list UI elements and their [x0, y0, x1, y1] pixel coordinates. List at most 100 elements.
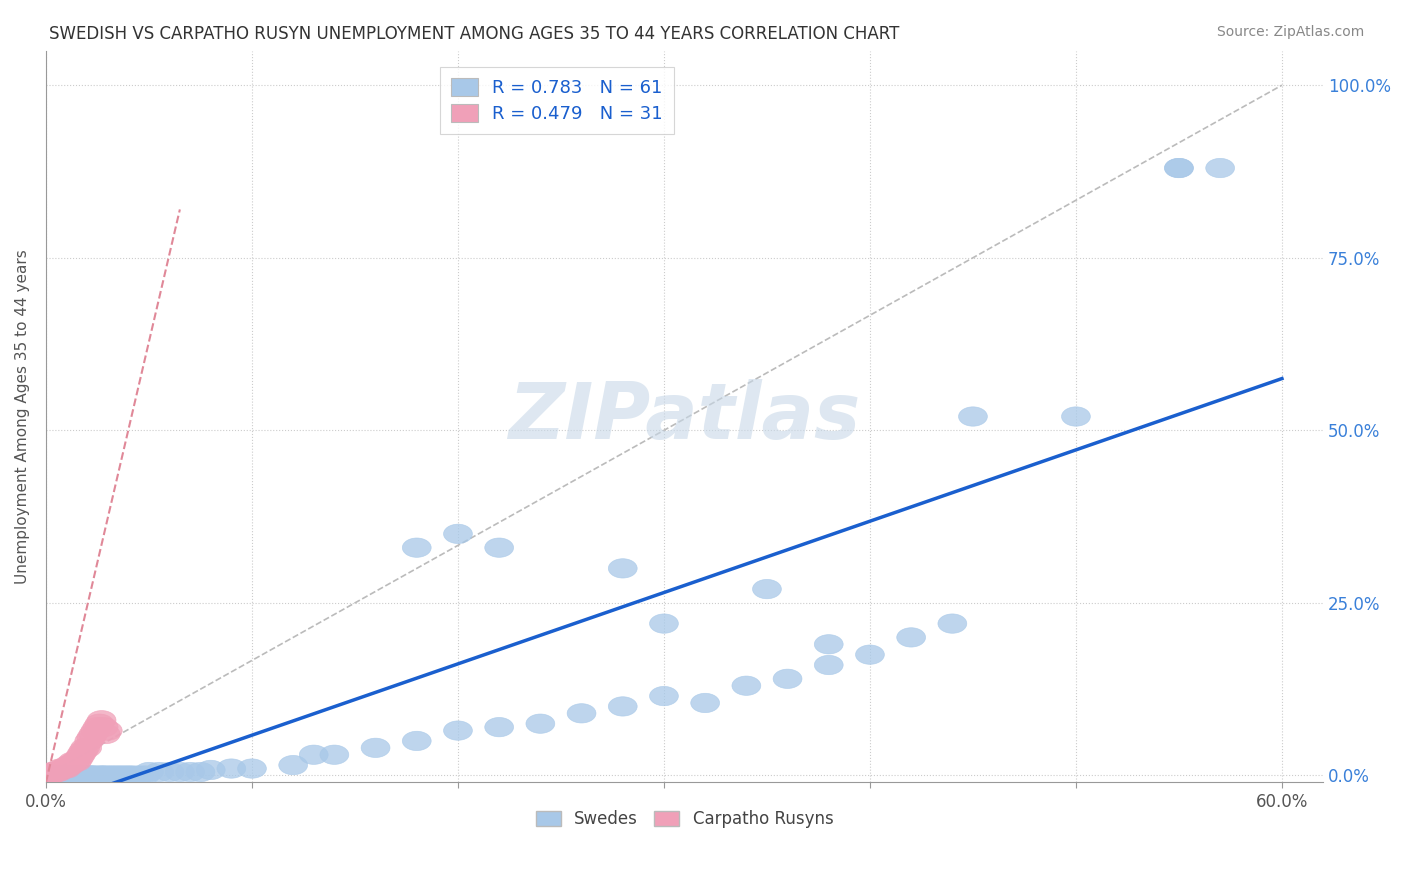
Ellipse shape	[75, 731, 104, 750]
Ellipse shape	[62, 752, 91, 772]
Ellipse shape	[402, 538, 432, 558]
Ellipse shape	[197, 760, 225, 780]
Ellipse shape	[959, 407, 987, 426]
Text: SWEDISH VS CARPATHO RUSYN UNEMPLOYMENT AMONG AGES 35 TO 44 YEARS CORRELATION CHA: SWEDISH VS CARPATHO RUSYN UNEMPLOYMENT A…	[49, 25, 900, 43]
Ellipse shape	[299, 745, 328, 764]
Ellipse shape	[87, 766, 117, 785]
Ellipse shape	[485, 538, 513, 558]
Ellipse shape	[79, 724, 108, 744]
Ellipse shape	[118, 766, 146, 785]
Ellipse shape	[609, 697, 637, 716]
Ellipse shape	[145, 763, 174, 781]
Ellipse shape	[62, 766, 91, 785]
Ellipse shape	[938, 614, 967, 633]
Ellipse shape	[82, 721, 110, 740]
Ellipse shape	[83, 766, 112, 785]
Ellipse shape	[114, 766, 143, 785]
Ellipse shape	[105, 766, 135, 785]
Ellipse shape	[66, 766, 96, 785]
Ellipse shape	[77, 728, 105, 747]
Ellipse shape	[89, 766, 118, 785]
Ellipse shape	[66, 745, 96, 764]
Ellipse shape	[1062, 407, 1091, 426]
Ellipse shape	[38, 763, 66, 781]
Ellipse shape	[650, 687, 678, 706]
Ellipse shape	[83, 717, 112, 737]
Ellipse shape	[321, 745, 349, 764]
Ellipse shape	[690, 693, 720, 713]
Ellipse shape	[238, 759, 266, 778]
Ellipse shape	[56, 766, 86, 785]
Ellipse shape	[217, 759, 246, 778]
Ellipse shape	[814, 656, 844, 674]
Ellipse shape	[110, 766, 139, 785]
Ellipse shape	[1206, 159, 1234, 178]
Ellipse shape	[93, 721, 122, 740]
Ellipse shape	[443, 524, 472, 543]
Ellipse shape	[97, 766, 127, 785]
Legend: Swedes, Carpatho Rusyns: Swedes, Carpatho Rusyns	[527, 802, 842, 836]
Ellipse shape	[51, 766, 79, 785]
Ellipse shape	[52, 766, 82, 785]
Ellipse shape	[93, 766, 122, 785]
Ellipse shape	[443, 721, 472, 740]
Ellipse shape	[70, 739, 100, 757]
Ellipse shape	[86, 714, 114, 733]
Ellipse shape	[609, 558, 637, 578]
Y-axis label: Unemployment Among Ages 35 to 44 years: Unemployment Among Ages 35 to 44 years	[15, 249, 30, 584]
Ellipse shape	[155, 763, 184, 781]
Ellipse shape	[34, 766, 62, 785]
Ellipse shape	[60, 766, 89, 785]
Ellipse shape	[567, 704, 596, 723]
Ellipse shape	[186, 763, 215, 781]
Ellipse shape	[101, 766, 131, 785]
Text: Source: ZipAtlas.com: Source: ZipAtlas.com	[1216, 25, 1364, 39]
Ellipse shape	[402, 731, 432, 750]
Ellipse shape	[31, 766, 60, 785]
Ellipse shape	[69, 741, 97, 761]
Ellipse shape	[42, 763, 70, 781]
Ellipse shape	[55, 756, 83, 775]
Ellipse shape	[73, 766, 101, 785]
Ellipse shape	[855, 645, 884, 665]
Ellipse shape	[1164, 159, 1194, 178]
Ellipse shape	[69, 766, 97, 785]
Ellipse shape	[135, 763, 163, 781]
Ellipse shape	[124, 766, 153, 785]
Ellipse shape	[48, 766, 77, 785]
Ellipse shape	[73, 739, 101, 757]
Ellipse shape	[361, 739, 389, 757]
Ellipse shape	[31, 766, 60, 785]
Ellipse shape	[485, 717, 513, 737]
Ellipse shape	[38, 766, 66, 785]
Ellipse shape	[1164, 159, 1194, 178]
Ellipse shape	[60, 752, 89, 772]
Ellipse shape	[39, 763, 69, 781]
Ellipse shape	[733, 676, 761, 696]
Ellipse shape	[131, 766, 159, 785]
Ellipse shape	[70, 766, 100, 785]
Ellipse shape	[278, 756, 308, 775]
Ellipse shape	[752, 580, 782, 599]
Ellipse shape	[89, 717, 118, 737]
Ellipse shape	[897, 628, 925, 647]
Ellipse shape	[58, 752, 87, 772]
Ellipse shape	[44, 766, 73, 785]
Ellipse shape	[87, 711, 117, 730]
Ellipse shape	[55, 766, 83, 785]
Ellipse shape	[77, 766, 105, 785]
Ellipse shape	[51, 759, 79, 778]
Ellipse shape	[650, 614, 678, 633]
Ellipse shape	[176, 763, 205, 781]
Ellipse shape	[79, 766, 108, 785]
Ellipse shape	[35, 766, 65, 785]
Ellipse shape	[44, 763, 73, 781]
Ellipse shape	[42, 766, 70, 785]
Text: ZIPatlas: ZIPatlas	[509, 378, 860, 455]
Ellipse shape	[46, 766, 75, 785]
Ellipse shape	[46, 759, 75, 778]
Ellipse shape	[814, 634, 844, 654]
Ellipse shape	[91, 724, 120, 744]
Ellipse shape	[65, 766, 93, 785]
Ellipse shape	[773, 669, 801, 689]
